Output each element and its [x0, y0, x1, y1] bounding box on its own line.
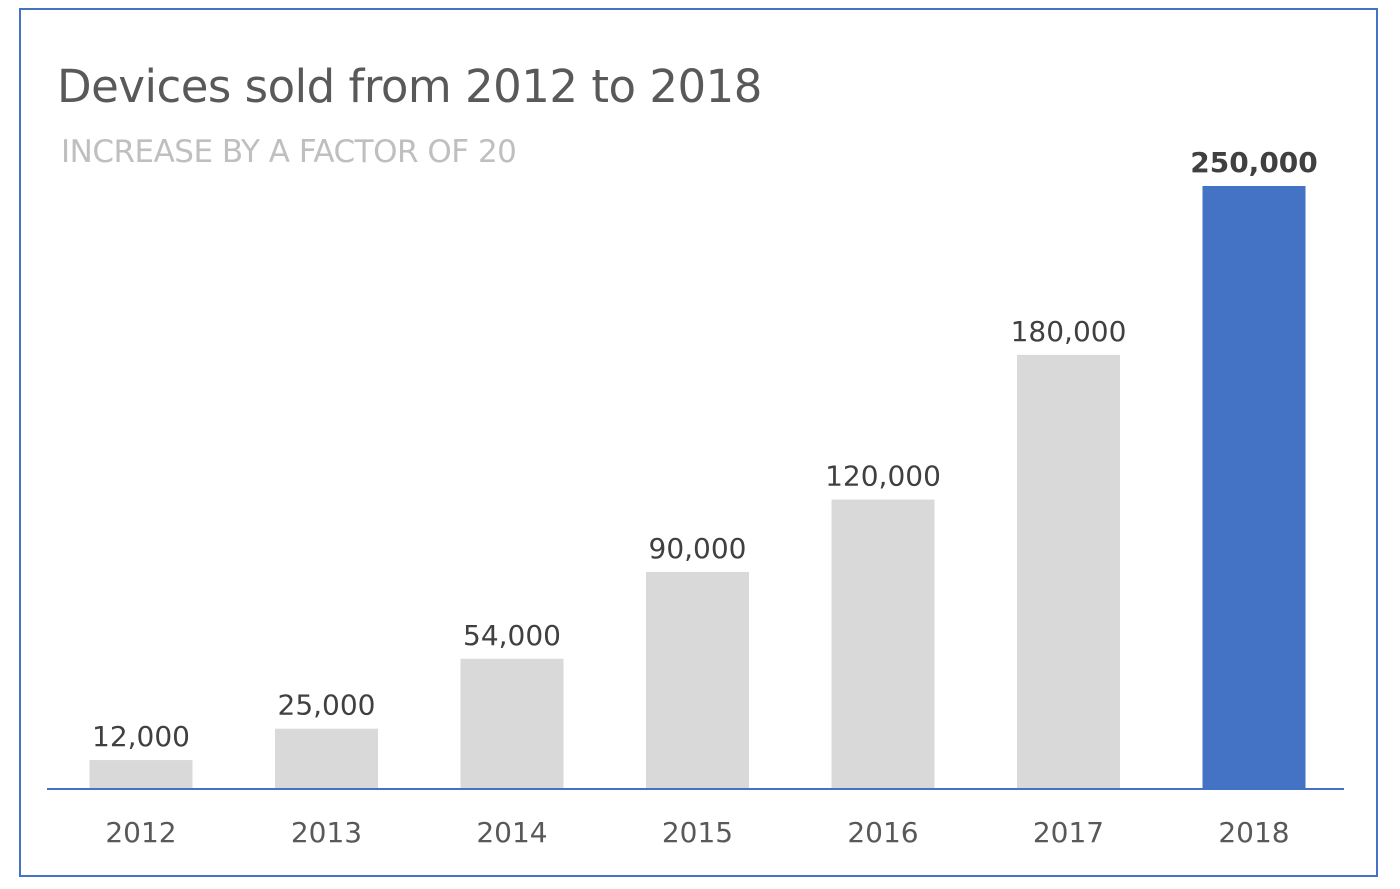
bar-2013: [275, 728, 378, 789]
bar-2018: [1202, 186, 1306, 789]
data-label-2016: 120,000: [825, 460, 941, 493]
bar-2012: [89, 760, 193, 789]
x-axis-ticks: 2012 2013 2014 2015 2016 2017 2018: [105, 816, 1289, 849]
x-tick-label-2015: 2015: [662, 816, 733, 849]
x-tick-label-2012: 2012: [105, 816, 176, 849]
x-tick-label-2018: 2018: [1218, 816, 1289, 849]
x-tick-label-2013: 2013: [291, 816, 362, 849]
chart-title: Devices sold from 2012 to 2018: [57, 60, 762, 113]
chart-subtitle: INCREASE BY A FACTOR OF 20: [61, 134, 517, 170]
labels-layer: 12,000 25,000 54,000 90,000 120,000 180,000 25…: [92, 146, 1318, 753]
data-label-2014: 54,000: [463, 619, 561, 652]
x-tick-label-2014: 2014: [476, 816, 547, 849]
x-tick-label-2017: 2017: [1033, 816, 1104, 849]
data-label-2012: 12,000: [92, 720, 190, 753]
bars-layer: [89, 186, 1306, 789]
bar-2016: [831, 499, 935, 789]
data-label-2015: 90,000: [649, 532, 747, 565]
data-label-2017: 180,000: [1011, 315, 1127, 348]
bar-2017: [1017, 354, 1120, 789]
bar-2015: [646, 571, 749, 789]
x-tick-label-2016: 2016: [847, 816, 918, 849]
data-label-2013: 25,000: [278, 689, 376, 722]
data-label-2018: 250,000: [1190, 146, 1318, 179]
bar-2014: [460, 658, 564, 789]
